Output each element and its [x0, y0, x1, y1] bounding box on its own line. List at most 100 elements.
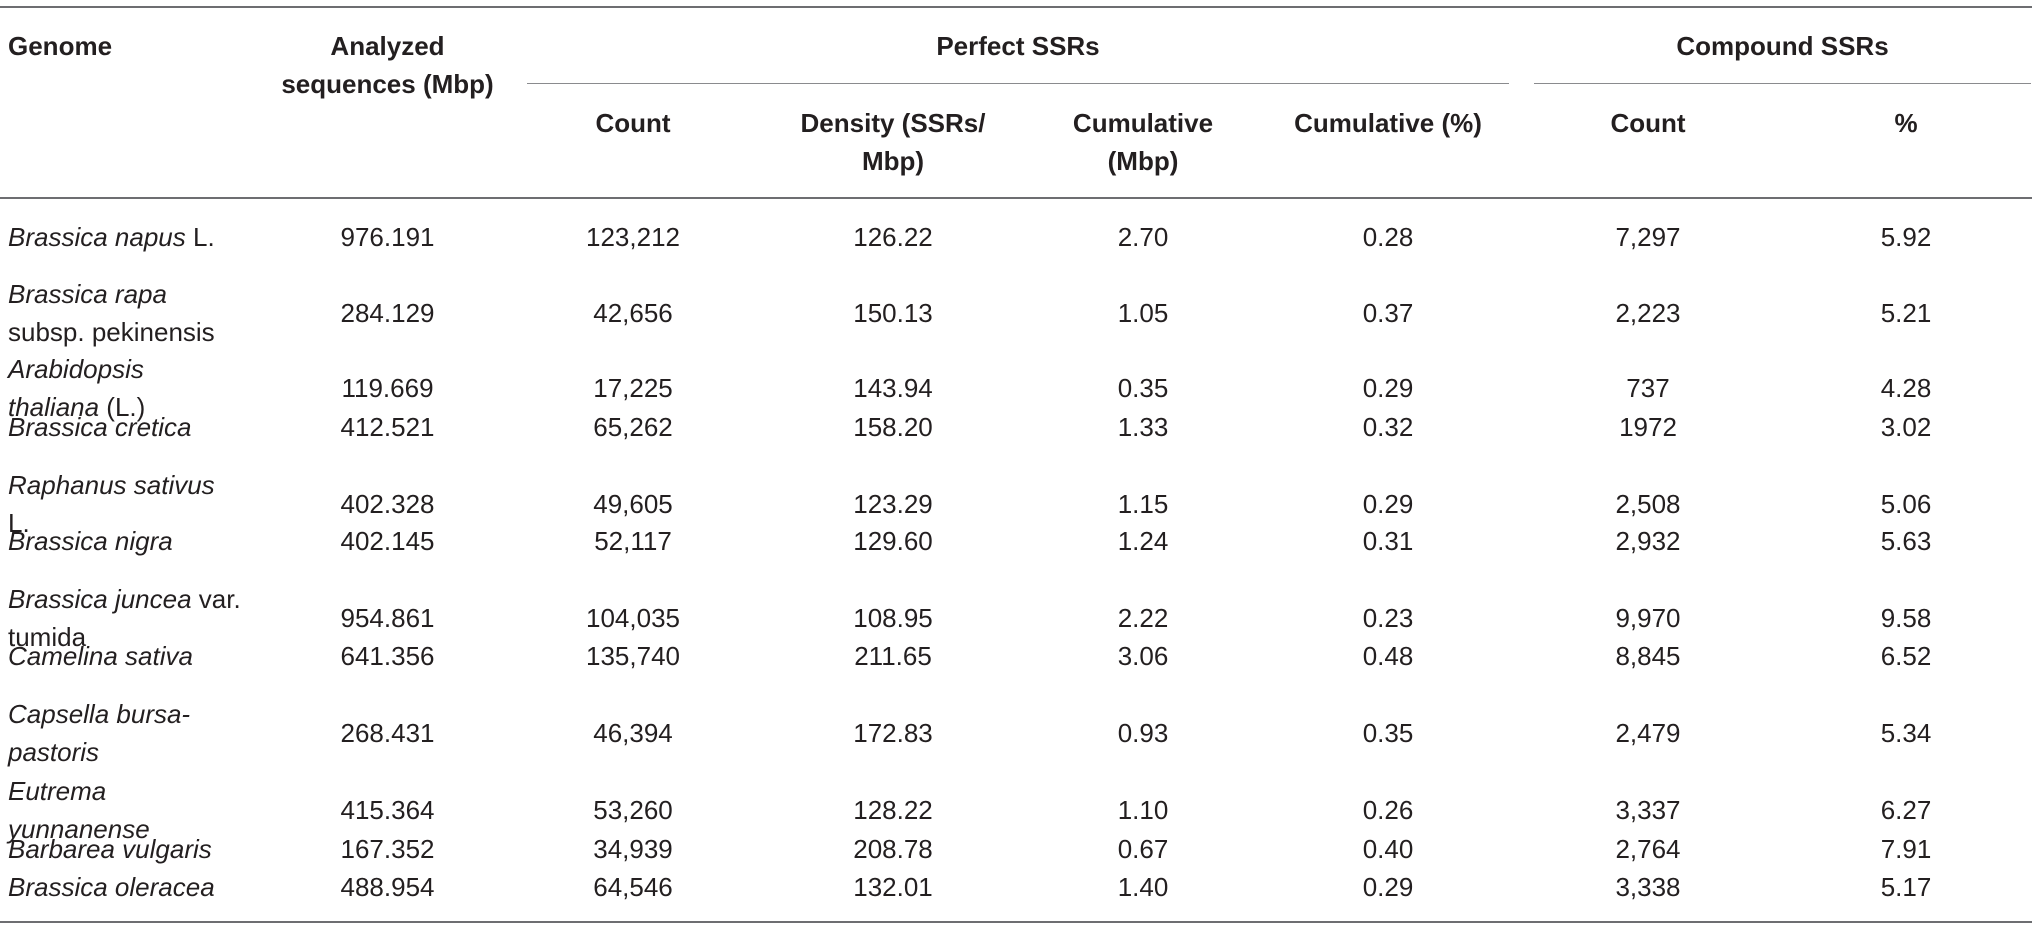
genome-line-1: Brassica napus L.: [8, 218, 215, 256]
cell-c-pct: 5.34: [1880, 718, 1932, 748]
header-density-line2: Mbp): [861, 146, 925, 176]
cell-analyzed: 268.431: [340, 718, 435, 748]
cell-density: 132.01: [853, 872, 933, 902]
cell-analyzed: 488.954: [340, 872, 435, 902]
cell-c-count: 2,508: [1615, 489, 1681, 519]
cell-analyzed: 402.145: [340, 526, 435, 556]
cell-count: 53,260: [593, 795, 673, 825]
cell-cum: 0.35: [1117, 373, 1169, 403]
genome-line-1: Raphanus sativus: [8, 466, 215, 504]
genome-line-1: Brassica oleracea: [8, 868, 215, 906]
genome-line-1: Barbarea vulgaris: [8, 830, 212, 868]
genome-name: Brassica cretica: [8, 408, 192, 446]
cell-c-count: 7,297: [1615, 222, 1681, 252]
genome-line-2: thaliana (L.): [8, 388, 145, 426]
cell-c-pct: 6.27: [1880, 795, 1932, 825]
genome-name: Camelina sativa: [8, 637, 193, 675]
cell-c-count: 3,338: [1615, 872, 1681, 902]
cell-c-pct: 7.91: [1880, 834, 1932, 864]
cell-c-count: 9,970: [1615, 603, 1681, 633]
genome-species: Brassica napus: [8, 222, 186, 252]
cell-count: 135,740: [586, 641, 680, 671]
cell-c-count: 1972: [1619, 412, 1677, 442]
header-rule: [0, 197, 2032, 199]
header-genome: Genome: [8, 31, 113, 61]
cell-count: 65,262: [593, 412, 673, 442]
cell-cum-pct: 0.29: [1362, 872, 1414, 902]
top-rule: [0, 6, 2032, 8]
header-compound-pct: %: [1894, 108, 1918, 138]
genome-line-1: Brassica rapa: [8, 275, 215, 313]
genome-species: yunnanense: [8, 814, 150, 844]
header-compound-ssrs: Compound SSRs: [1676, 31, 1889, 61]
genome-species: Camelina sativa: [8, 641, 193, 671]
header-analyzed-line1: Analyzed: [330, 31, 445, 61]
cell-c-pct: 5.17: [1880, 872, 1932, 902]
cell-density: 129.60: [853, 526, 933, 556]
cell-c-count: 3,337: [1615, 795, 1681, 825]
cell-c-pct: 3.02: [1880, 412, 1932, 442]
genome-species: Arabidopsis: [8, 354, 144, 384]
cell-cum: 2.70: [1117, 222, 1169, 252]
cell-c-pct: 6.52: [1880, 641, 1932, 671]
genome-name: Brassica oleracea: [8, 868, 215, 906]
cell-c-count: 2,764: [1615, 834, 1681, 864]
cell-c-pct: 5.63: [1880, 526, 1932, 556]
genome-line-1: Capsella bursa-: [8, 695, 190, 733]
cell-count: 49,605: [593, 489, 673, 519]
cell-cum-pct: 0.40: [1362, 834, 1414, 864]
compound-ssrs-rule: [1534, 83, 2031, 84]
genome-qualifier: subsp. pekinensis: [8, 317, 215, 347]
cell-c-count: 2,932: [1615, 526, 1681, 556]
genome-qualifier: tumida: [8, 622, 87, 652]
cell-c-pct: 5.06: [1880, 489, 1932, 519]
genome-species: Brassica oleracea: [8, 872, 215, 902]
cell-cum: 3.06: [1117, 641, 1169, 671]
header-count: Count: [595, 108, 671, 138]
genome-species: Capsella bursa-: [8, 699, 191, 729]
header-density-line1: Density (SSRs/: [800, 108, 986, 138]
cell-cum: 0.67: [1117, 834, 1169, 864]
genome-line-1: Eutrema: [8, 772, 150, 810]
cell-density: 123.29: [853, 489, 933, 519]
cell-cum: 1.10: [1117, 795, 1169, 825]
genome-name: Brassica nigra: [8, 522, 173, 560]
cell-cum-pct: 0.29: [1362, 489, 1414, 519]
genome-name: Brassica juncea var. tumida: [8, 580, 241, 656]
genome-qualifier: L.: [8, 508, 30, 538]
cell-c-count: 2,479: [1615, 718, 1681, 748]
cell-count: 123,212: [586, 222, 680, 252]
cell-cum-pct: 0.26: [1362, 795, 1414, 825]
cell-cum: 2.22: [1117, 603, 1169, 633]
cell-cum: 1.40: [1117, 872, 1169, 902]
cell-cum-pct: 0.29: [1362, 373, 1414, 403]
genome-line-2: L.: [8, 504, 215, 542]
cell-analyzed: 415.364: [340, 795, 435, 825]
genome-line-1: Camelina sativa: [8, 637, 193, 675]
genome-name: Barbarea vulgaris: [8, 830, 212, 868]
cell-cum-pct: 0.32: [1362, 412, 1414, 442]
genome-species: Eutrema: [8, 776, 107, 806]
cell-cum-pct: 0.31: [1362, 526, 1414, 556]
genome-species: thaliana: [8, 392, 100, 422]
cell-cum: 1.33: [1117, 412, 1169, 442]
cell-count: 17,225: [593, 373, 673, 403]
genome-species: Brassica cretica: [8, 412, 192, 442]
genome-line-1: Brassica cretica: [8, 408, 192, 446]
genome-line-2: subsp. pekinensis: [8, 313, 215, 351]
header-cumulative-line1: Cumulative: [1072, 108, 1214, 138]
cell-c-pct: 5.21: [1880, 298, 1932, 328]
cell-analyzed: 402.328: [340, 489, 435, 519]
cell-count: 52,117: [594, 526, 672, 556]
cell-density: 143.94: [853, 373, 933, 403]
header-cumulative-pct: Cumulative (%): [1294, 108, 1482, 138]
cell-density: 150.13: [853, 298, 933, 328]
header-perfect-ssrs: Perfect SSRs: [936, 31, 1100, 61]
genome-species: Brassica nigra: [8, 526, 173, 556]
genome-species: pastoris: [8, 737, 100, 767]
cell-count: 104,035: [586, 603, 680, 633]
cell-c-count: 8,845: [1615, 641, 1681, 671]
perfect-ssrs-rule: [527, 83, 1509, 84]
genome-line-1: Brassica juncea var.: [8, 580, 241, 618]
genome-qualifier: L.: [185, 222, 215, 252]
